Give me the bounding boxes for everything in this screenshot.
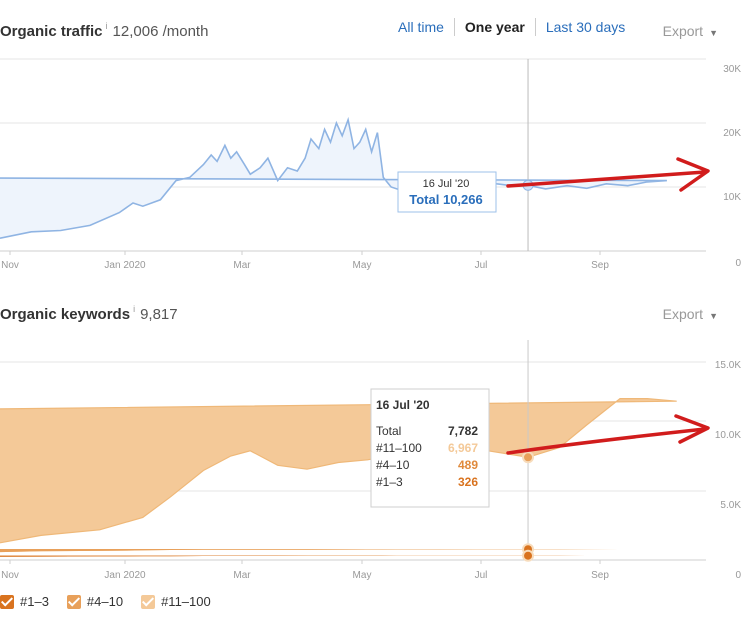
tooltip-row-label: Total [376, 424, 401, 438]
keywords-header: Organic keywords i 9,817 [0, 301, 178, 327]
tooltip-row-value: 489 [458, 458, 478, 472]
x-tick-label: Nov [1, 570, 19, 581]
y-tick-label: 5.0K [720, 500, 741, 511]
tooltip-row-value: 6,967 [448, 441, 478, 455]
tooltip-box [397, 171, 497, 213]
keywords-chart[interactable]: 0 5.0K 10.0K 15.0K Nov Jan 2020 Mar May Jul Sep 16… [0, 340, 748, 590]
legend-checkbox-11-100[interactable] [141, 594, 156, 609]
annotation-arrow-line [506, 170, 707, 188]
legend-checkbox-4-10[interactable] [66, 594, 81, 609]
y-tick-label: 10.0K [715, 430, 741, 441]
annotation-arrow-head [674, 414, 710, 444]
x-tick-label: Sep [591, 260, 609, 271]
y-tick-label: 20K [723, 128, 741, 139]
keywords-legend: #1–3 #4–10 #11–100 [0, 594, 211, 609]
tooltip-row-value: 326 [458, 475, 478, 489]
keywords-export-label: Export [662, 306, 704, 322]
keywords-title: Organic keywords [0, 305, 131, 323]
series-area-1-3 [0, 555, 677, 560]
legend-item-11-100[interactable]: #11–100 [141, 594, 211, 609]
y-tick-label: 15.0K [715, 360, 741, 371]
legend-label: #1–3 [20, 594, 49, 609]
hover-point-11-100 [522, 451, 535, 464]
x-tick-label: Jul [475, 260, 488, 271]
y-tick-label: 30K [723, 64, 741, 75]
x-tick-label: Nov [1, 260, 19, 271]
tooltip-box [370, 388, 490, 508]
legend-label: #11–100 [161, 594, 211, 609]
series-area-11-100 [0, 398, 677, 553]
range-selector: All time One year Last 30 days [388, 18, 635, 36]
x-tick-label: Jul [475, 570, 488, 581]
x-tick-label: May [353, 260, 372, 271]
hover-point-1-3 [522, 549, 535, 562]
y-tick-label: 0 [735, 258, 741, 269]
series-area-4-10 [0, 549, 677, 557]
legend-checkbox-1-3[interactable] [0, 594, 14, 609]
range-divider [453, 18, 455, 36]
traffic-export-button[interactable]: Export ▼ [663, 23, 718, 39]
y-tick-label: 0 [735, 570, 741, 581]
x-tick-label: May [353, 570, 372, 581]
x-tick-label: Mar [233, 570, 251, 581]
keywords-value: 9,817 [140, 305, 178, 323]
x-tick-label: Mar [233, 260, 251, 271]
keywords-export-button[interactable]: Export ▼ [663, 306, 718, 322]
tooltip-date: 16 Jul '20 [376, 398, 430, 412]
chevron-down-icon: ▼ [709, 28, 718, 38]
range-divider [534, 18, 536, 36]
tooltip-date: 16 Jul '20 [423, 178, 470, 190]
keywords-info-icon[interactable]: i [133, 304, 136, 314]
traffic-info-icon[interactable]: i [105, 21, 108, 31]
traffic-chart[interactable]: 0 10K 20K 30K Nov Jan 2020 Mar May Jul Sep 16 Jul … [0, 0, 748, 280]
traffic-header: Organic traffic i 12,006 /month [0, 18, 208, 44]
legend-item-1-3[interactable]: #1–3 [0, 594, 49, 609]
series-line-11-100 [0, 397, 677, 544]
tooltip-row-label: #11–100 [376, 441, 422, 455]
range-one-year[interactable]: One year [464, 19, 525, 35]
x-tick-label: Jan 2020 [104, 570, 146, 581]
chevron-down-icon: ▼ [709, 311, 718, 321]
legend-label: #4–10 [86, 594, 124, 609]
traffic-value: 12,006 /month [112, 22, 209, 40]
tooltip-row-value: 7,782 [448, 424, 478, 438]
traffic-title: Organic traffic [0, 22, 103, 40]
x-tick-label: Jan 2020 [104, 260, 146, 271]
legend-item-4-10[interactable]: #4–10 [66, 594, 124, 609]
tooltip-row-label: #1–3 [376, 475, 403, 489]
y-tick-label: 10K [723, 192, 741, 203]
range-all-time[interactable]: All time [398, 19, 444, 35]
traffic-export-label: Export [662, 23, 704, 39]
range-last-30-days[interactable]: Last 30 days [545, 19, 626, 35]
annotation-arrow-line [506, 427, 707, 455]
annotation-arrow-head [676, 157, 710, 192]
tooltip-row-label: #4–10 [376, 458, 410, 472]
tooltip-total: Total 10,266 [409, 192, 482, 207]
x-tick-label: Sep [591, 570, 609, 581]
